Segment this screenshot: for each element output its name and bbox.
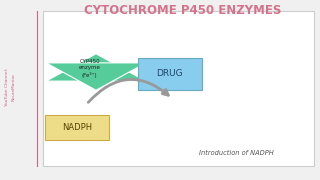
Text: CYTOCHROME P450 ENZYMES: CYTOCHROME P450 ENZYMES [84, 4, 281, 17]
Polygon shape [46, 54, 146, 81]
FancyBboxPatch shape [45, 115, 109, 140]
FancyArrowPatch shape [88, 79, 168, 102]
Text: DRUG: DRUG [156, 69, 183, 78]
Text: YouTube Channel:: YouTube Channel: [5, 67, 9, 106]
Text: CYP450
enzyme
(Fe³⁺): CYP450 enzyme (Fe³⁺) [79, 59, 100, 78]
FancyBboxPatch shape [138, 58, 202, 90]
Polygon shape [46, 63, 146, 90]
FancyBboxPatch shape [43, 11, 314, 166]
Text: NADPH: NADPH [62, 123, 92, 132]
Text: Introduction of NADPH: Introduction of NADPH [199, 150, 274, 156]
Text: NeuroManiac: NeuroManiac [12, 72, 15, 101]
